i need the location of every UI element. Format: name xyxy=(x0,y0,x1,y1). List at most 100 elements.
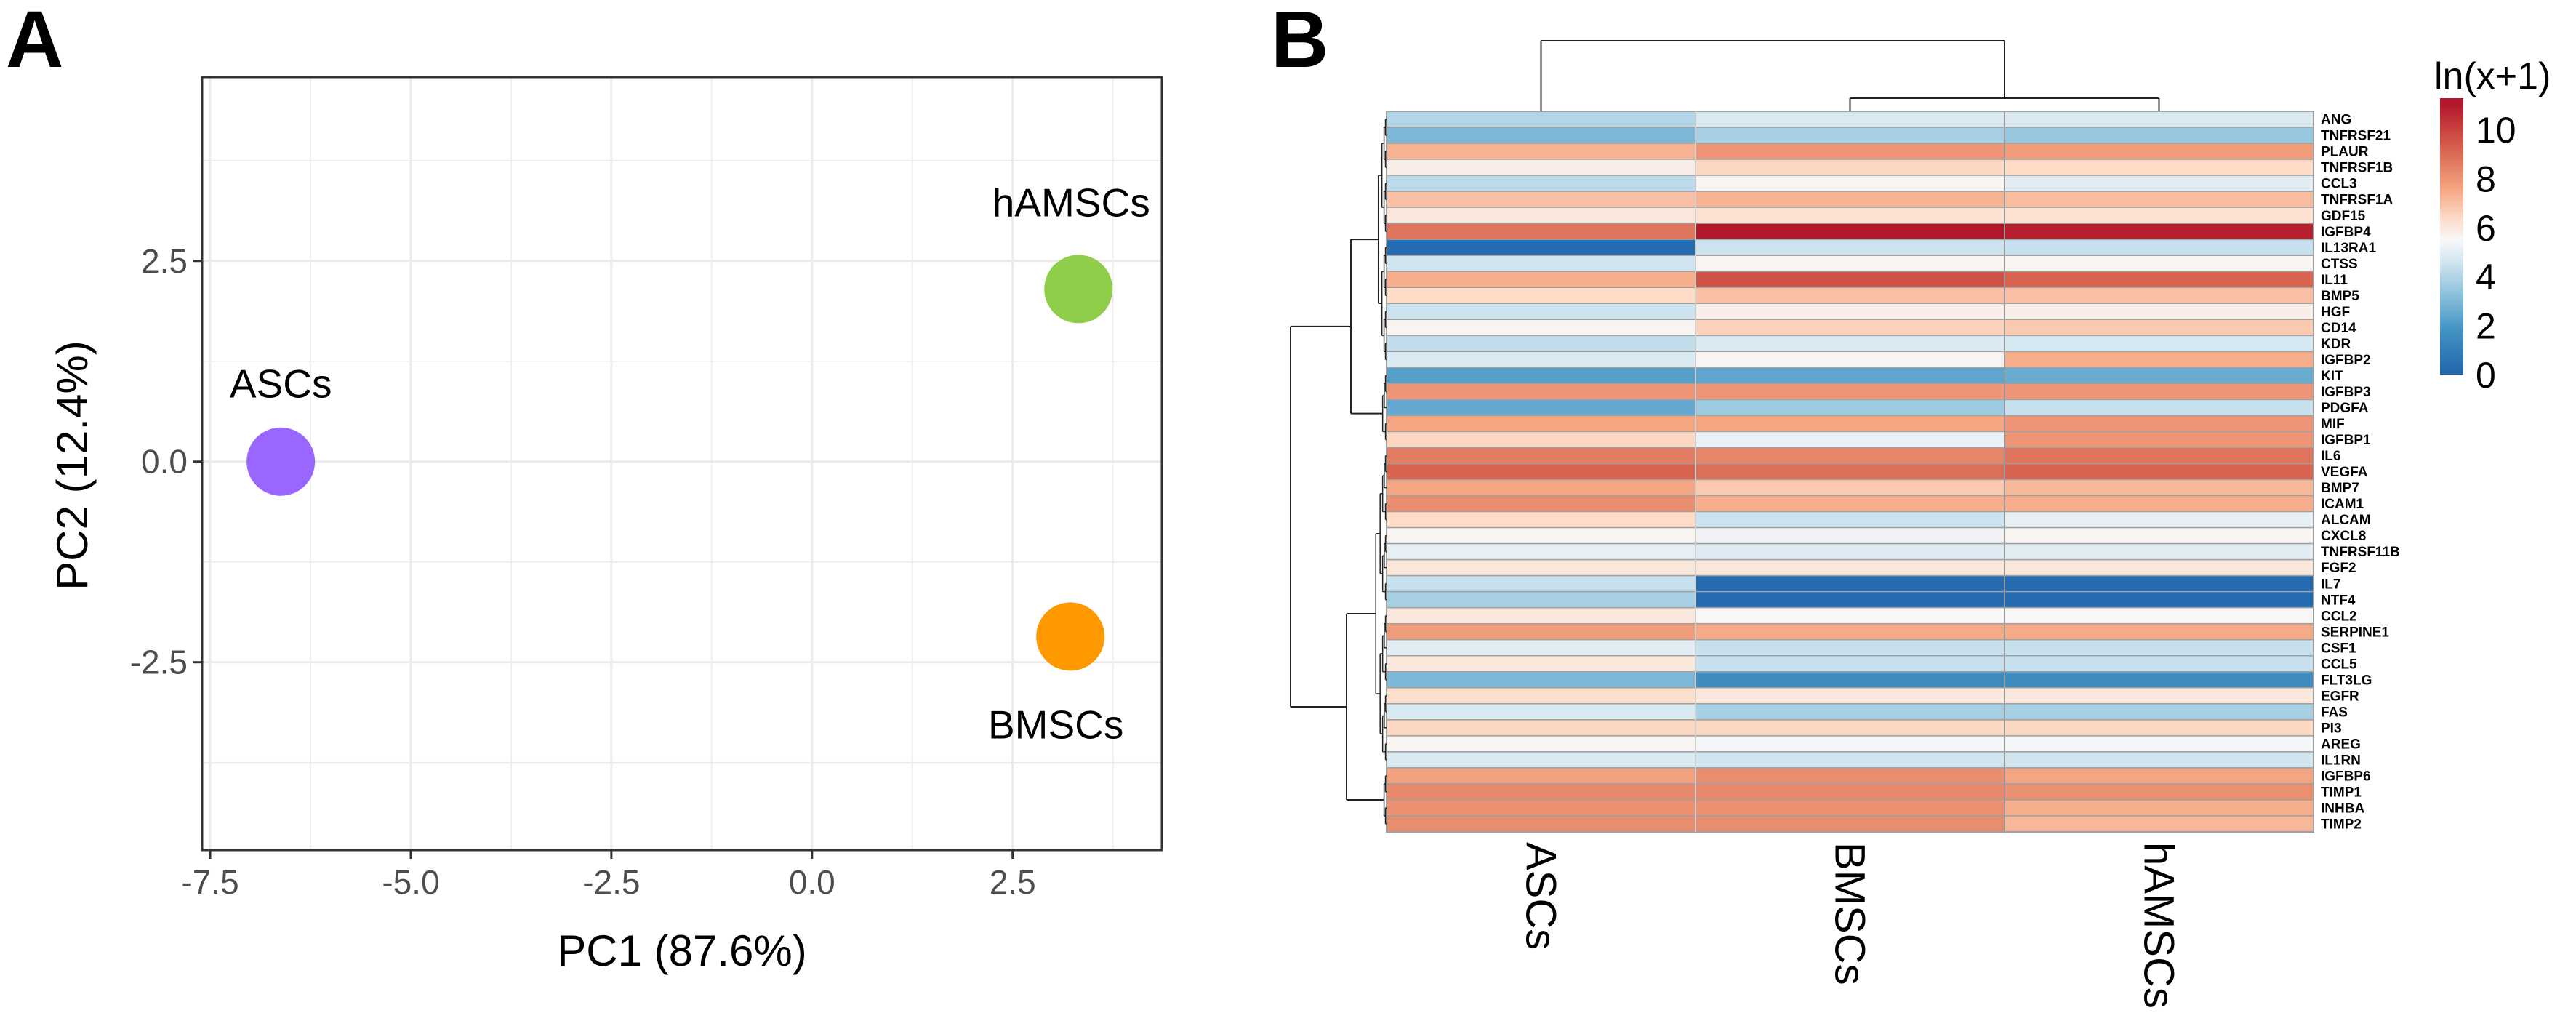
heatmap-cell-il1rn-ascs xyxy=(1386,751,1696,769)
heatmap-cell-fas-bmscs xyxy=(1695,703,2005,721)
row-labels: ANGTNFRSF21PLAURTNFRSF1BCCL3TNFRSF1AGDF1… xyxy=(2321,113,2400,833)
point-label: ASCs xyxy=(230,361,332,407)
data-point-bmscs xyxy=(1036,602,1105,671)
heatmap-cell-tnfrsf1a-hamscs xyxy=(2004,191,2314,208)
legend-tick-label: 0 xyxy=(2476,355,2496,396)
heatmap-cell-ang-bmscs xyxy=(1695,111,2005,128)
heatmap-cell-ctss-bmscs xyxy=(1695,255,2005,272)
heatmap-cell-tnfrsf1a-bmscs xyxy=(1695,191,2005,208)
heatmap-cell-plaur-hamscs xyxy=(2004,143,2314,160)
x-tick-label: 2.5 xyxy=(990,863,1036,901)
row-label: PDGFA xyxy=(2321,401,2369,416)
heatmap-cell-il11-hamscs xyxy=(2004,271,2314,288)
heatmap-cell-icam1-bmscs xyxy=(1695,495,2005,513)
heatmap-cell-csf1-ascs xyxy=(1386,638,1696,657)
data-point-ascs xyxy=(246,427,316,496)
heatmap-cell-cxcl8-bmscs xyxy=(1695,526,2005,545)
heatmap-cell-ccl2-bmscs xyxy=(1695,606,2005,625)
legend-tick-label: 8 xyxy=(2476,159,2496,199)
panel-label-a: A xyxy=(6,0,63,84)
heatmap-cell-ccl2-hamscs xyxy=(2004,606,2314,625)
x-tick-label: 0.0 xyxy=(789,863,835,901)
row-label: MIF xyxy=(2321,417,2345,432)
heatmap-cell-flt3lg-bmscs xyxy=(1695,671,2005,689)
heatmap-cell-timp2-bmscs xyxy=(1695,815,2005,833)
pca-panel-border xyxy=(201,76,1163,852)
heatmap-cell-pdgfa-ascs xyxy=(1386,399,1696,417)
y-axis-title: PC2 (12.4%) xyxy=(48,340,97,590)
heatmap-cell-ctss-ascs xyxy=(1386,255,1696,272)
heatmap-cell-igfbp1-ascs xyxy=(1386,431,1696,449)
heatmap-cell-igfbp6-bmscs xyxy=(1695,767,2005,785)
heatmap-cell-cd14-hamscs xyxy=(2004,319,2314,337)
heatmap-cell-vegfa-bmscs xyxy=(1695,463,2005,481)
heatmap-cell-fas-hamscs xyxy=(2004,703,2314,721)
heatmap-cell-ntf4-bmscs xyxy=(1695,590,2005,609)
heatmap-cell-timp1-bmscs xyxy=(1695,783,2005,801)
row-label: IGFBP2 xyxy=(2321,353,2371,368)
heatmap-cell-pi3-bmscs xyxy=(1695,719,2005,737)
y-tick-label: 2.5 xyxy=(141,242,188,280)
heatmap-cell-hgf-bmscs xyxy=(1695,303,2005,321)
column-label: hAMSCs xyxy=(2135,842,2183,1009)
row-label: VEGFA xyxy=(2321,465,2368,480)
heatmap-cell-flt3lg-ascs xyxy=(1386,671,1696,689)
heatmap-cell-alcam-bmscs xyxy=(1695,511,2005,529)
heatmap-cell-alcam-ascs xyxy=(1386,511,1696,529)
data-point-hamscs xyxy=(1044,255,1113,324)
heatmap-cell-serpine1-hamscs xyxy=(2004,622,2314,641)
row-label: FGF2 xyxy=(2321,561,2356,576)
heatmap-cell-il13ra1-hamscs xyxy=(2004,239,2314,256)
heatmap-cell-plaur-bmscs xyxy=(1695,143,2005,160)
heatmap-cell-ang-ascs xyxy=(1386,111,1696,128)
heatmap-cell-bmp5-bmscs xyxy=(1695,287,2005,305)
column-label: ASCs xyxy=(1517,842,1565,950)
heatmap-cell-csf1-bmscs xyxy=(1695,638,2005,657)
heatmap-cell-gdf15-bmscs xyxy=(1695,207,2005,224)
heatmap-cell-inhba-hamscs xyxy=(2004,799,2314,817)
legend-tick-label: 2 xyxy=(2476,306,2496,347)
heatmap-cell-pdgfa-bmscs xyxy=(1695,399,2005,417)
heatmap: ANGTNFRSF21PLAURTNFRSF1BCCL3TNFRSF1AGDF1… xyxy=(1290,40,2551,1009)
heatmap-cell-il11-bmscs xyxy=(1695,271,2005,288)
heatmap-cell-tnfrsf11b-hamscs xyxy=(2004,542,2314,561)
heatmap-cell-tnfrsf21-hamscs xyxy=(2004,127,2314,144)
heatmap-cell-pi3-hamscs xyxy=(2004,719,2314,737)
heatmap-cell-bmp5-ascs xyxy=(1386,287,1696,305)
point-label: hAMSCs xyxy=(992,180,1150,225)
heatmap-cell-mif-bmscs xyxy=(1695,415,2005,433)
heatmap-cell-bmp7-ascs xyxy=(1386,479,1696,497)
row-label: TNFRSF1A xyxy=(2321,193,2394,208)
heatmap-cell-alcam-hamscs xyxy=(2004,511,2314,529)
heatmap-cell-il13ra1-bmscs xyxy=(1695,239,2005,256)
heatmap-cell-timp2-hamscs xyxy=(2004,815,2314,833)
row-label: EGFR xyxy=(2321,689,2359,704)
heatmap-cell-bmp7-bmscs xyxy=(1695,479,2005,497)
heatmap-cell-areg-hamscs xyxy=(2004,735,2314,753)
row-label: PLAUR xyxy=(2321,145,2369,160)
heatmap-cell-timp2-ascs xyxy=(1386,815,1696,833)
colorbar xyxy=(2440,98,2463,375)
heatmap-cell-ang-hamscs xyxy=(2004,111,2314,128)
row-label: TNFRSF1B xyxy=(2321,161,2393,176)
heatmap-cell-hgf-hamscs xyxy=(2004,303,2314,321)
column-labels: ASCs BMSCs hAMSCs xyxy=(1517,842,2183,1009)
x-tick-label: -2.5 xyxy=(582,863,640,901)
heatmap-cell-pdgfa-hamscs xyxy=(2004,399,2314,417)
heatmap-cell-igfbp3-ascs xyxy=(1386,383,1696,401)
heatmap-cell-egfr-bmscs xyxy=(1695,687,2005,705)
heatmap-cell-igfbp6-hamscs xyxy=(2004,767,2314,785)
row-label: AREG xyxy=(2321,737,2361,752)
heatmap-cell-igfbp1-bmscs xyxy=(1695,431,2005,449)
row-label: IL7 xyxy=(2321,577,2340,592)
heatmap-cell-igfbp6-ascs xyxy=(1386,767,1696,785)
row-label: TNFRSF21 xyxy=(2321,129,2391,144)
legend-tick-label: 6 xyxy=(2476,208,2496,249)
row-label: KIT xyxy=(2321,369,2343,384)
row-label: KDR xyxy=(2321,337,2351,352)
heatmap-cell-hgf-ascs xyxy=(1386,303,1696,321)
heatmap-cell-igfbp3-bmscs xyxy=(1695,383,2005,401)
legend-tick-label: 10 xyxy=(2476,110,2516,151)
heatmap-cell-kdr-hamscs xyxy=(2004,335,2314,353)
